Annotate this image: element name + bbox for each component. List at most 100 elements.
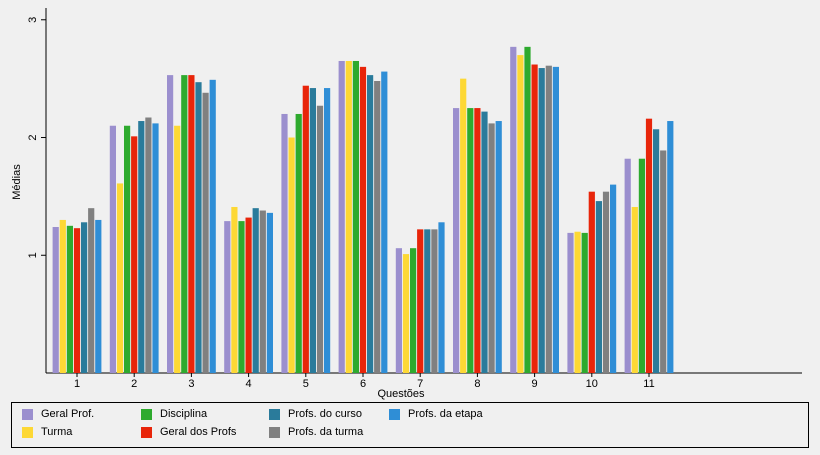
bar — [517, 55, 524, 373]
bar — [281, 113, 288, 373]
bar — [624, 158, 631, 373]
bar — [359, 66, 367, 374]
bar — [316, 105, 324, 373]
legend-label: Profs. da turma — [288, 426, 364, 438]
bar — [302, 85, 309, 374]
bar — [145, 117, 152, 373]
bar — [181, 75, 188, 374]
bar — [367, 75, 374, 374]
legend-item: Profs. do curso — [269, 408, 362, 420]
x-tick-label: 3 — [188, 378, 194, 390]
bars — [52, 46, 674, 374]
legend-item: Disciplina — [141, 408, 207, 420]
bar — [438, 222, 445, 373]
bar — [552, 66, 559, 374]
legend-swatch — [269, 426, 280, 438]
bar — [424, 229, 431, 373]
legend-label: Profs. da etapa — [408, 408, 483, 420]
x-tick-label: 4 — [246, 378, 252, 390]
x-axis-title: Questões — [377, 388, 425, 400]
legend-swatch — [22, 408, 33, 420]
bar — [417, 229, 424, 373]
bar — [295, 113, 302, 373]
legend-label: Geral dos Profs — [160, 426, 237, 438]
y-tick-label: 3 — [27, 17, 39, 23]
bar — [381, 71, 388, 373]
bar — [52, 227, 59, 373]
x-tick-label: 9 — [532, 378, 538, 390]
bar — [374, 81, 381, 373]
bar — [195, 82, 202, 374]
bar — [402, 254, 410, 373]
bar — [545, 65, 552, 373]
bar — [474, 108, 481, 373]
y-tick-label: 2 — [27, 134, 39, 140]
legend-swatch — [22, 426, 33, 438]
bar — [510, 46, 517, 373]
bar — [567, 232, 574, 373]
bar — [259, 210, 266, 373]
x-tick-label: 2 — [131, 378, 137, 390]
legend-item: Geral dos Profs — [141, 426, 236, 438]
bar — [581, 232, 588, 373]
bar — [266, 212, 273, 373]
x-tick-label: 10 — [586, 378, 598, 390]
legend-item: Turma — [22, 426, 72, 438]
bar — [131, 136, 138, 373]
chart: 1 2 3 1 2 3 4 5 6 7 8 9 10 11 Questões Médias — [11, 8, 802, 400]
legend-label: Disciplina — [160, 408, 208, 420]
bar — [645, 118, 653, 374]
bar — [588, 191, 595, 373]
bar — [288, 137, 295, 373]
legend-item: Geral Prof. — [22, 408, 94, 420]
bar — [238, 221, 245, 373]
bar — [488, 123, 495, 373]
legend-item: Profs. da etapa — [389, 408, 483, 420]
legend-label: Geral Prof. — [41, 408, 95, 420]
bar — [124, 125, 131, 374]
legend-item: Profs. da turma — [269, 426, 363, 438]
legend-swatch — [269, 408, 280, 420]
bar — [531, 64, 538, 374]
bar — [352, 60, 359, 373]
bar — [667, 121, 674, 373]
bar — [495, 121, 502, 373]
bar — [231, 206, 238, 373]
bar — [431, 229, 438, 373]
bar — [610, 184, 617, 373]
bar — [95, 219, 102, 373]
bar — [116, 183, 124, 373]
bar — [224, 221, 231, 373]
y-axis: 1 2 3 — [27, 8, 47, 373]
bar — [252, 208, 259, 373]
bar — [574, 231, 581, 373]
bar — [88, 208, 95, 373]
bar — [324, 88, 331, 373]
bar — [209, 79, 216, 373]
x-tick-label: 11 — [643, 378, 654, 390]
bar — [66, 225, 73, 373]
bar — [138, 121, 145, 373]
bar — [345, 60, 352, 373]
bar — [524, 46, 531, 373]
bar — [595, 201, 602, 373]
bar — [245, 217, 252, 373]
legend-label: Turma — [41, 426, 73, 438]
legend-label: Profs. do curso — [288, 408, 362, 420]
bar — [660, 150, 667, 373]
bar — [167, 75, 174, 374]
bar — [109, 125, 116, 374]
bar — [81, 222, 88, 373]
y-tick-label: 1 — [27, 252, 39, 258]
legend-swatch — [141, 426, 152, 438]
bar — [453, 108, 460, 373]
bar — [638, 158, 645, 373]
bar — [538, 68, 545, 374]
legend-swatch — [141, 408, 152, 420]
bar — [460, 78, 467, 374]
x-tick-label: 5 — [303, 378, 309, 390]
bar — [309, 88, 316, 373]
y-axis-title: Médias — [11, 164, 23, 200]
x-tick-label: 6 — [360, 378, 366, 390]
bar — [631, 206, 638, 373]
